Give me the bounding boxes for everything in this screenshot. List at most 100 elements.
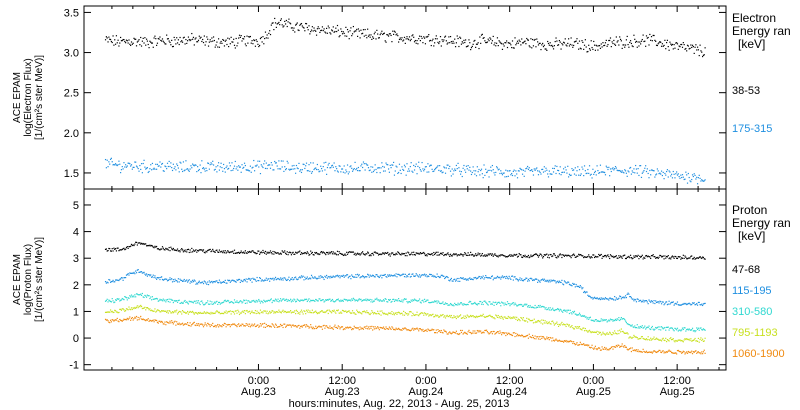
data-point (580, 254, 582, 256)
data-point (682, 328, 684, 331)
data-point (108, 36, 110, 38)
data-point (678, 329, 680, 331)
data-point (273, 169, 275, 171)
data-point (647, 255, 649, 257)
data-point (694, 331, 696, 333)
data-point (384, 273, 386, 276)
data-point (630, 173, 633, 175)
data-point (186, 42, 188, 44)
data-point (434, 168, 437, 170)
data-point (462, 277, 464, 279)
data-point (597, 298, 599, 300)
data-point (140, 168, 142, 171)
data-point (228, 323, 230, 326)
data-point (104, 300, 107, 302)
data-point (326, 27, 328, 30)
data-point (598, 172, 601, 174)
data-point (331, 251, 333, 253)
data-point (691, 340, 694, 342)
data-point (197, 39, 200, 41)
data-point (470, 173, 473, 176)
data-point (539, 338, 541, 340)
data-point (521, 319, 524, 321)
data-point (430, 44, 432, 47)
data-point (655, 338, 657, 340)
data-point (268, 278, 270, 280)
data-point (441, 253, 443, 255)
data-point (655, 257, 658, 259)
data-point (429, 39, 432, 42)
data-point (405, 313, 407, 315)
data-point (170, 322, 172, 324)
data-point (204, 252, 206, 254)
data-point (352, 25, 355, 28)
data-point (496, 316, 499, 319)
data-point (279, 168, 282, 170)
data-point (404, 327, 406, 329)
data-point (696, 49, 698, 51)
data-point (393, 30, 396, 32)
data-point (114, 43, 117, 45)
data-point (416, 39, 418, 42)
data-point (635, 301, 638, 303)
data-point (634, 172, 636, 174)
data-point (547, 322, 550, 324)
data-point (336, 250, 339, 252)
data-point (213, 251, 215, 253)
data-point (678, 339, 680, 341)
data-point (441, 39, 443, 41)
data-point (212, 36, 215, 38)
data-point (396, 313, 398, 315)
data-point (376, 297, 378, 299)
data-point (184, 169, 186, 171)
data-point (263, 299, 265, 301)
data-point (166, 34, 168, 36)
data-point (115, 250, 118, 252)
data-point (163, 170, 165, 172)
data-point (149, 297, 151, 300)
data-point (321, 299, 324, 301)
data-point (445, 275, 447, 278)
data-point (271, 323, 273, 325)
data-point (454, 278, 456, 280)
data-point (511, 46, 513, 49)
data-point (163, 41, 165, 44)
data-point (334, 252, 336, 254)
data-point (289, 278, 292, 280)
data-point (212, 281, 215, 283)
data-point (161, 163, 163, 165)
data-point (111, 161, 113, 163)
data-point (242, 323, 244, 325)
data-point (178, 250, 180, 252)
data-point (382, 326, 385, 328)
data-point (557, 44, 560, 46)
data-point (302, 252, 304, 254)
data-point (552, 279, 555, 281)
data-point (279, 279, 281, 281)
data-point (656, 338, 658, 340)
data-point (562, 254, 564, 256)
data-point (614, 165, 617, 168)
data-point (686, 50, 688, 52)
data-point (186, 168, 188, 170)
data-point (109, 311, 111, 313)
data-point (398, 41, 400, 43)
data-point (557, 256, 560, 258)
data-point (334, 170, 336, 172)
data-point (507, 302, 509, 305)
data-point (289, 252, 292, 254)
data-point (159, 36, 161, 38)
data-point (418, 330, 420, 332)
data-point (315, 311, 318, 314)
data-point (650, 257, 652, 260)
data-point (661, 256, 663, 258)
data-point (234, 310, 236, 312)
data-point (581, 40, 583, 42)
data-point (562, 324, 564, 326)
data-point (341, 168, 343, 170)
data-point (263, 163, 265, 165)
data-point (650, 328, 652, 331)
data-point (531, 47, 533, 49)
data-point (225, 252, 227, 254)
data-point (537, 336, 539, 338)
